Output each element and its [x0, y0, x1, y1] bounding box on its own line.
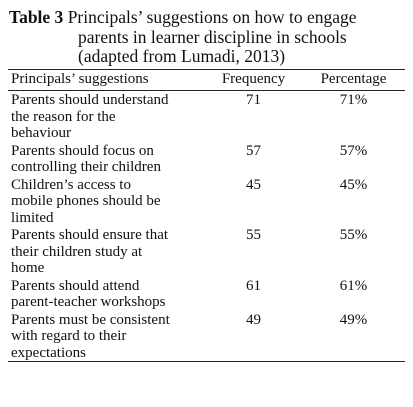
table-row: Parents should ensure that their childre…: [8, 226, 405, 277]
frequency-cell: 55: [246, 227, 261, 243]
table-caption: Table 3 Principals’ suggestions on how t…: [9, 7, 405, 67]
percentage-cell: 71%: [339, 92, 368, 108]
frequency-cell: 49: [205, 310, 299, 362]
suggestions-table: Principals’ suggestions Frequency Percen…: [8, 69, 405, 362]
suggestion-line: expectations: [11, 344, 86, 361]
percentage-cell: 61%: [339, 277, 368, 294]
suggestion-line: Parents should attend: [11, 277, 140, 294]
suggestion-cell: Parents must be consistent with regard t…: [8, 310, 205, 362]
suggestion-cell: Parents should focus on controlling thei…: [8, 142, 205, 176]
caption-line-1: Table 3 Principals’ suggestions on how t…: [9, 7, 405, 28]
table-row: Parents should attend parent-teacher wor…: [8, 277, 405, 311]
suggestion-line: Parents should ensure that: [11, 227, 169, 243]
suggestion-line: controlling their children: [11, 159, 161, 175]
suggestion-line: home: [11, 260, 45, 276]
suggestion-cell: Children’s access to mobile phones shoul…: [8, 176, 205, 227]
suggestion-line: behaviour: [11, 125, 71, 141]
header-suggestions: Principals’ suggestions: [8, 69, 205, 91]
suggestion-line: Parents should focus on: [11, 142, 154, 159]
suggestion-line: Children’s access to: [11, 176, 131, 193]
suggestion-cell: Parents should understand the reason for…: [8, 91, 205, 142]
table-label: Table 3: [9, 7, 64, 27]
suggestion-cell: Parents should attend parent-teacher wor…: [8, 277, 205, 311]
suggestion-line: Parents must be consistent: [11, 311, 170, 328]
header-frequency: Frequency: [205, 69, 299, 91]
suggestion-line: mobile phones should be: [11, 193, 161, 209]
table-row: Children’s access to mobile phones shoul…: [8, 176, 405, 227]
suggestion-line: Parents should understand: [11, 92, 169, 108]
frequency-cell: 57: [246, 142, 261, 159]
caption-title-part-1: Principals’ suggestions on how to engage: [67, 7, 357, 27]
percentage-cell: 57%: [339, 142, 368, 159]
percentage-cell: 45%: [339, 176, 368, 193]
suggestion-line: limited: [11, 209, 54, 226]
table-row: Parents should understand the reason for…: [8, 91, 405, 142]
percentage-cell: 49%: [299, 310, 405, 362]
suggestion-cell: Parents should ensure that their childre…: [8, 226, 205, 277]
caption-line-3: (adapted from Lumadi, 2013): [78, 46, 286, 66]
frequency-cell: 61: [246, 277, 261, 294]
suggestion-line: with regard to their: [11, 328, 127, 344]
header-row: Principals’ suggestions Frequency Percen…: [8, 69, 405, 91]
frequency-cell: 71: [246, 92, 261, 108]
frequency-cell: 45: [246, 176, 261, 193]
percentage-cell: 55%: [339, 227, 368, 243]
suggestion-line: their children study at: [11, 243, 143, 260]
suggestion-line: the reason for the: [11, 108, 116, 125]
table-row: Parents should focus on controlling thei…: [8, 142, 405, 176]
table-row: Parents must be consistent with regard t…: [8, 310, 405, 362]
caption-line-2: parents in learner discipline in schools: [78, 26, 347, 47]
header-percentage: Percentage: [299, 69, 405, 91]
suggestion-line: parent-teacher workshops: [11, 294, 166, 310]
